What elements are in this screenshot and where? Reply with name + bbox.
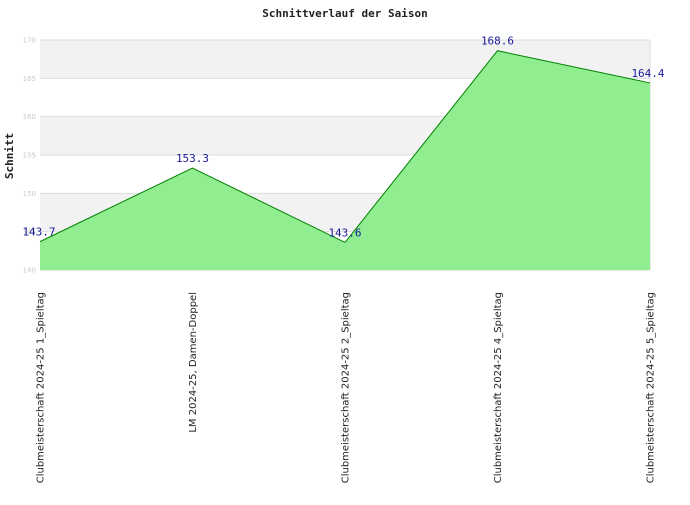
data-label: 143.6 [328, 226, 361, 239]
data-label: 153.3 [176, 152, 209, 165]
x-axis-ticks: Clubmeisterschaft 2024-25 1_Spieltag LM 2… [36, 292, 657, 483]
data-label: 164.4 [631, 67, 664, 80]
x-tick-label: Clubmeisterschaft 2024-25 1_Spieltag [36, 292, 47, 483]
x-tick-label: Clubmeisterschaft 2024-25 2_Spieltag [341, 292, 352, 483]
x-tick-label: LM 2024-25, Damen-Doppel [188, 292, 199, 433]
y-tick-label: 140 [23, 267, 36, 275]
y-tick-label: 150 [23, 190, 36, 198]
y-tick-label: 155 [23, 152, 36, 160]
data-label: 143.7 [22, 226, 55, 239]
chart-title: Schnittverlauf der Saison [262, 7, 428, 20]
x-tick-label: Clubmeisterschaft 2024-25 4_Spieltag [493, 292, 504, 483]
x-tick-label: Clubmeisterschaft 2024-25 5_Spieltag [646, 292, 657, 483]
y-tick-label: 160 [23, 113, 36, 121]
y-tick-label: 170 [23, 37, 36, 45]
y-tick-label: 165 [23, 75, 36, 83]
y-axis-label: Schnitt [3, 133, 16, 179]
data-label: 168.6 [481, 35, 514, 48]
